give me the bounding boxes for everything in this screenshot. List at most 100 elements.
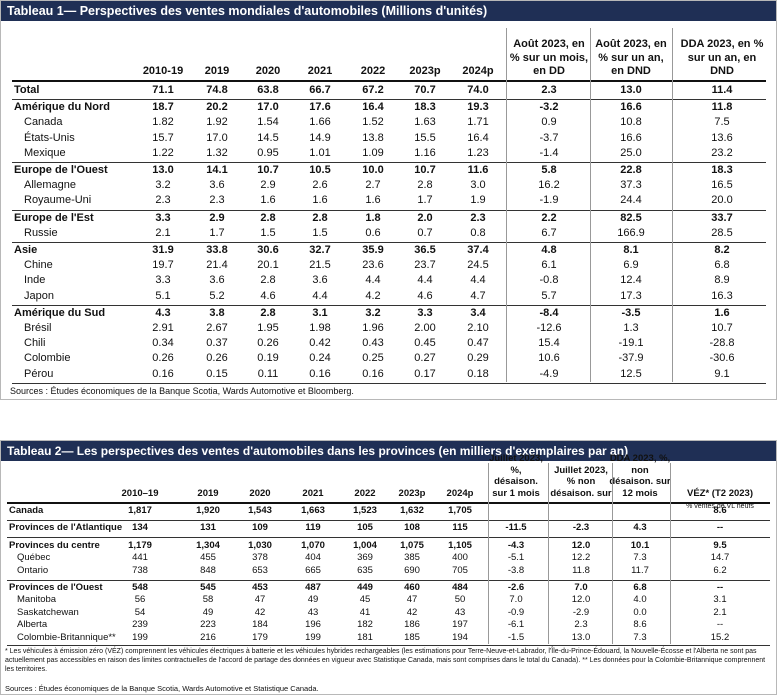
cell: 179 [252,631,268,643]
cell: 1.6 [312,194,328,207]
cell: 3.6 [312,274,328,287]
cell: 1,663 [301,505,325,516]
cell: 738 [132,564,148,576]
cell: -2.9 [572,606,590,618]
cell: 63.8 [257,84,279,96]
cell: 2.00 [414,322,436,334]
group-rule [12,304,766,306]
cell: 24.4 [620,194,642,207]
cell: 0.26 [257,337,279,350]
cell: 16.6 [620,131,642,144]
table-title: Tableau 2— Les perspectives des ventes d… [1,441,776,461]
cell: 182 [357,619,373,631]
cell: 216 [200,631,216,643]
cell: 3.4 [470,306,486,319]
cell: 23.6 [362,259,384,272]
row-label: Provinces du centre [9,539,100,551]
cell: 4.7 [470,289,486,302]
row-label: Amérique du Sud [14,306,106,319]
cell: 8.2 [714,244,730,256]
column-rule [488,463,489,644]
cell: 1,543 [248,505,272,516]
cell: 2.3 [155,194,171,207]
group-rule [7,579,770,581]
cell: 1.9 [470,194,486,207]
cell: 199 [305,631,321,643]
cell: 2.3 [209,194,225,207]
column-header: 2021 [302,487,324,499]
cell: 6.1 [541,259,557,272]
column-rule [670,463,671,644]
cell: 1.96 [362,322,384,334]
cell: -5.1 [507,552,525,564]
cell: 484 [452,582,468,593]
cell: 441 [132,552,148,564]
cell: 43 [454,606,466,618]
cell: 1.71 [467,116,489,129]
column-header: Juillet 2023, % non désaison. sur [550,464,612,499]
column-header: 2023p [398,487,426,499]
cell: 2.6 [312,179,328,192]
cell: 0.25 [362,352,384,365]
cell: -3.8 [507,564,525,576]
row-label: Colombie [24,352,71,365]
cell: 653 [252,564,268,576]
cell: 19.3 [467,101,489,114]
cell: 1.22 [152,146,174,159]
cell: 45 [359,594,371,606]
cell: 16.6 [620,101,642,114]
cell: 15.7 [152,131,174,144]
column-header: DDA 2023, %, non désaison. sur 12 mois [609,453,671,499]
cell: -6.1 [507,619,525,631]
cell: -2.3 [572,522,590,534]
cell: 18.3 [414,101,436,114]
cell: 2.8 [312,211,328,224]
column-rule [506,28,507,382]
cell: 23.7 [414,259,436,272]
cell: 0.24 [309,352,331,365]
cell: 16.4 [362,101,384,114]
cell: -0.8 [539,274,559,287]
cell: -12.6 [536,322,562,334]
cell: 74.8 [206,84,228,96]
cell: 18.3 [711,164,733,176]
column-header: 2019 [204,64,230,77]
cell: 196 [305,619,321,631]
cell: 4.2 [365,289,381,302]
cell: 115 [452,522,468,534]
cell: 1,920 [196,505,220,516]
cell: 2.1 [713,606,727,618]
cell: 690 [404,564,420,576]
column-rule [612,463,613,644]
cell: 3.1 [312,306,328,319]
row-label: Asie [14,244,38,256]
cell: 21.5 [309,259,331,272]
cell: 0.37 [206,337,228,350]
column-header: 2010-19 [142,64,184,77]
cell: 5.2 [209,289,225,302]
group-rule [12,242,766,243]
cell: 0.95 [257,146,279,159]
cell: 2.9 [260,179,276,192]
cell: 25.0 [620,146,642,159]
cell: 12.2 [571,552,591,564]
cell: 1,632 [400,505,424,516]
cell: 108 [404,522,420,534]
cell: 2.1 [155,226,171,239]
cell: 13.6 [711,131,733,144]
column-header: 2020 [255,64,281,77]
row-label: Chili [24,337,46,350]
cell: 0.17 [414,367,436,380]
cell: 184 [252,619,268,631]
cell: 3.1 [713,594,727,606]
cell: 109 [252,522,268,534]
cell: 1,304 [196,539,220,551]
cell: 12.4 [620,274,642,287]
cell: 20.0 [711,194,733,207]
cell: 4.0 [633,594,647,606]
cell: 6.2 [713,564,727,576]
cell: 0.29 [467,352,489,365]
cell: 37.4 [467,244,489,256]
column-header: 2022 [354,487,376,499]
